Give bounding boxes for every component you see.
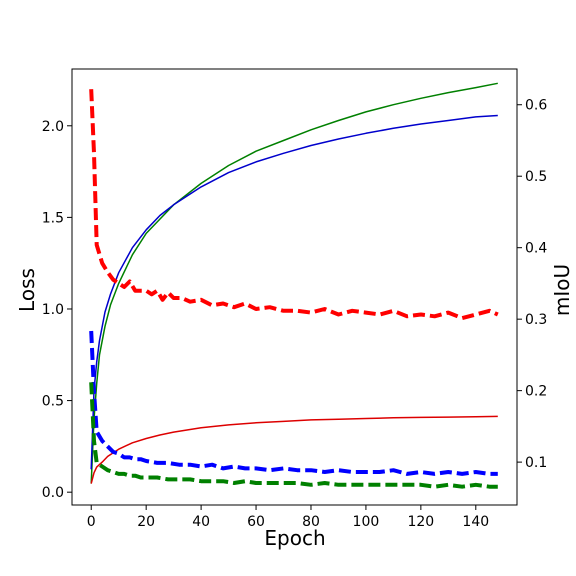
- y-right-tick-label: 0.1: [525, 455, 547, 471]
- x-tick-label: 140: [462, 514, 489, 530]
- y-right-tick-label: 0.5: [525, 169, 547, 185]
- x-tick-label: 40: [192, 514, 210, 530]
- y-right-tick-label: 0.2: [525, 384, 547, 400]
- y-left-tick-label: 2.0: [42, 119, 64, 135]
- series-line-1: [89, 89, 499, 321]
- series-line-4: [90, 82, 498, 484]
- y-right-tick-label: 0.6: [525, 98, 547, 114]
- series-line-2: [89, 330, 498, 476]
- y-right-tick-label: 0.3: [525, 312, 547, 328]
- series-line-6: [90, 415, 498, 484]
- series-layer: [89, 82, 499, 489]
- series-line-3: [89, 382, 498, 489]
- y-left-tick-label: 1.0: [42, 302, 64, 318]
- series-line-5: [90, 114, 498, 470]
- x-tick-label: 120: [407, 514, 434, 530]
- y-right-tick-label: 0.4: [525, 241, 547, 257]
- x-tick-label: 80: [302, 514, 320, 530]
- x-axis-label: Epoch: [264, 526, 325, 550]
- x-tick-label: 60: [247, 514, 265, 530]
- axes-layer: 0 20 40 60 80 100 120 140 0.0 0.5 1.0 1.5 2.0 0.1 0.2 0…: [42, 68, 547, 530]
- x-tick-label: 100: [353, 514, 380, 530]
- y-axis-right-label: mIoU: [550, 264, 574, 316]
- y-axis-left-label: Loss: [15, 268, 39, 312]
- y-left-tick-label: 1.5: [42, 210, 64, 226]
- x-tick-label: 20: [137, 514, 155, 530]
- y-left-tick-label: 0.5: [42, 394, 64, 410]
- x-tick-label: 0: [87, 514, 96, 530]
- plot-frame: [71, 68, 518, 506]
- y-left-tick-label: 0.0: [42, 485, 64, 501]
